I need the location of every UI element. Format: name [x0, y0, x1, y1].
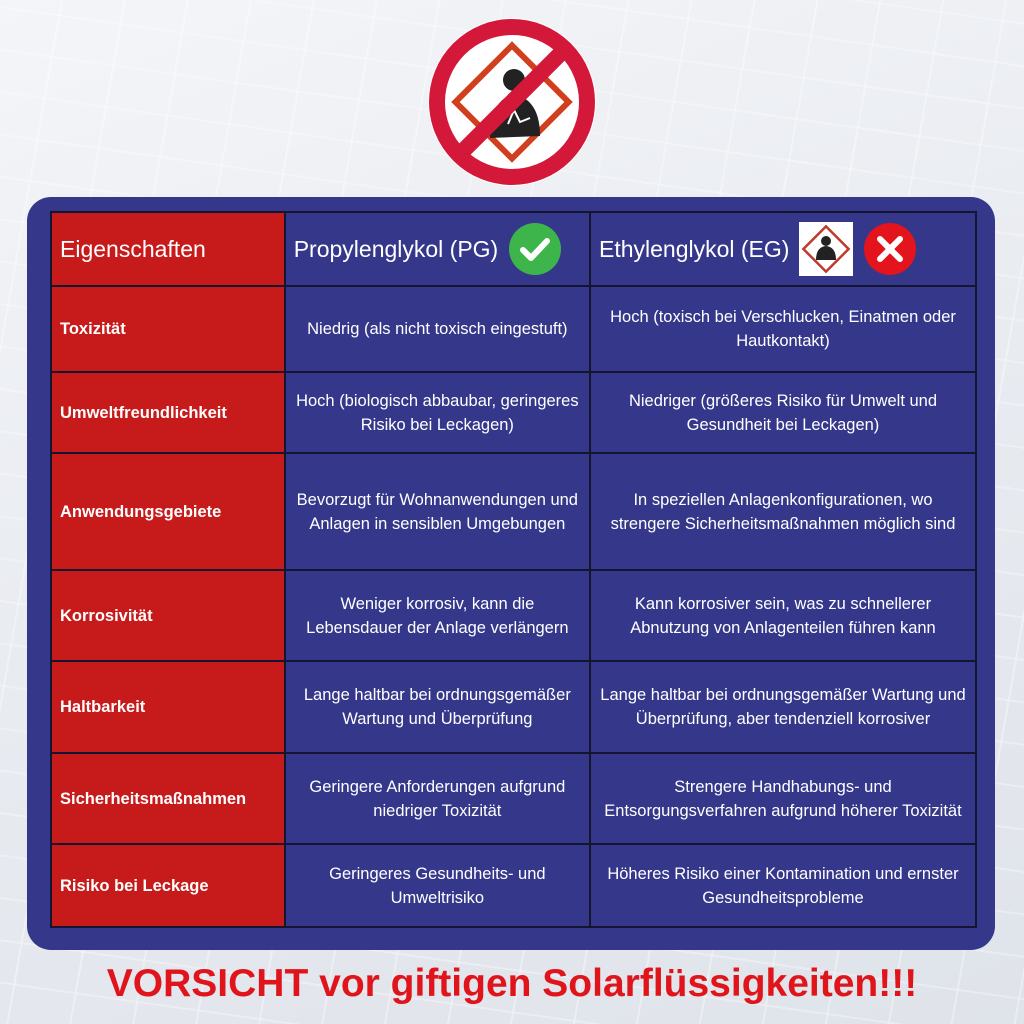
cell-pg: Weniger korrosiv, kann die Lebensdauer d… — [283, 569, 591, 662]
cell-pg: Geringeres Gesundheits- und Umweltrisiko — [283, 843, 591, 928]
comparison-table: Eigenschaften Propylenglykol (PG) Ethyle… — [50, 211, 978, 928]
cell-property: Toxizität — [50, 285, 286, 373]
header-pg: Propylenglykol (PG) — [293, 236, 499, 262]
table-header-row: Eigenschaften Propylenglykol (PG) Ethyle… — [50, 211, 978, 287]
cell-eg: Lange haltbar bei ordnungsgemäßer Wartun… — [588, 660, 978, 754]
cell-property: Korrosivität — [50, 569, 286, 662]
table-row: Sicherheitsmaßnahmen Geringere Anforderun… — [50, 752, 978, 845]
prohibited-health-hazard-icon — [428, 18, 596, 186]
table-row: Haltbarkeit Lange haltbar bei ordnungsgem… — [50, 660, 978, 754]
cell-property: Sicherheitsmaßnahmen — [50, 752, 286, 845]
cell-pg: Bevorzugt für Wohnanwendungen und Anlage… — [283, 452, 591, 571]
cell-eg: Kann korrosiver sein, was zu schnellerer… — [588, 569, 978, 662]
cell-property: Haltbarkeit — [50, 660, 286, 754]
header-eg: Ethylenglykol (EG) — [598, 236, 790, 262]
cell-pg: Hoch (biologisch abbaubar, geringeres Ri… — [283, 371, 591, 454]
table-row: Umweltfreundlichkeit Hoch (biologisch abb… — [50, 371, 978, 454]
table-row: Korrosivität Weniger korrosiv, kann die L… — [50, 569, 978, 662]
table-row: Risiko bei Leckage Geringeres Gesundheits… — [50, 843, 978, 928]
red-x-icon — [864, 223, 917, 275]
cell-property: Risiko bei Leckage — [50, 843, 286, 928]
table-row: Anwendungsgebiete Bevorzugt für Wohnanwen… — [50, 452, 978, 571]
cell-eg: Höheres Risiko einer Kontamination und e… — [588, 843, 978, 928]
cell-pg: Lange haltbar bei ordnungsgemäßer Wartun… — [283, 660, 591, 754]
cell-property: Anwendungsgebiete — [50, 452, 286, 571]
cell-eg: Hoch (toxisch bei Verschlucken, Einatmen… — [588, 285, 978, 373]
cell-pg: Niedrig (als nicht toxisch eingestuft) — [283, 285, 591, 373]
warning-footer: VORSICHT vor giftigen Solarflüssigkeiten… — [106, 962, 918, 1005]
header-property: Eigenschaften — [50, 211, 286, 287]
green-check-icon — [509, 223, 562, 275]
ghs-health-hazard-icon — [799, 222, 854, 276]
cell-pg: Geringere Anforderungen aufgrund niedrig… — [283, 752, 591, 845]
table-row: Toxizität Niedrig (als nicht toxisch eing… — [50, 285, 978, 373]
cell-eg: Strengere Handhabungs- und Entsorgungsve… — [588, 752, 978, 845]
cell-property: Umweltfreundlichkeit — [50, 371, 286, 454]
cell-eg: In speziellen Anlagenkonfigurationen, wo… — [588, 452, 978, 571]
cell-eg: Niedriger (größeres Risiko für Umwelt un… — [588, 371, 978, 454]
